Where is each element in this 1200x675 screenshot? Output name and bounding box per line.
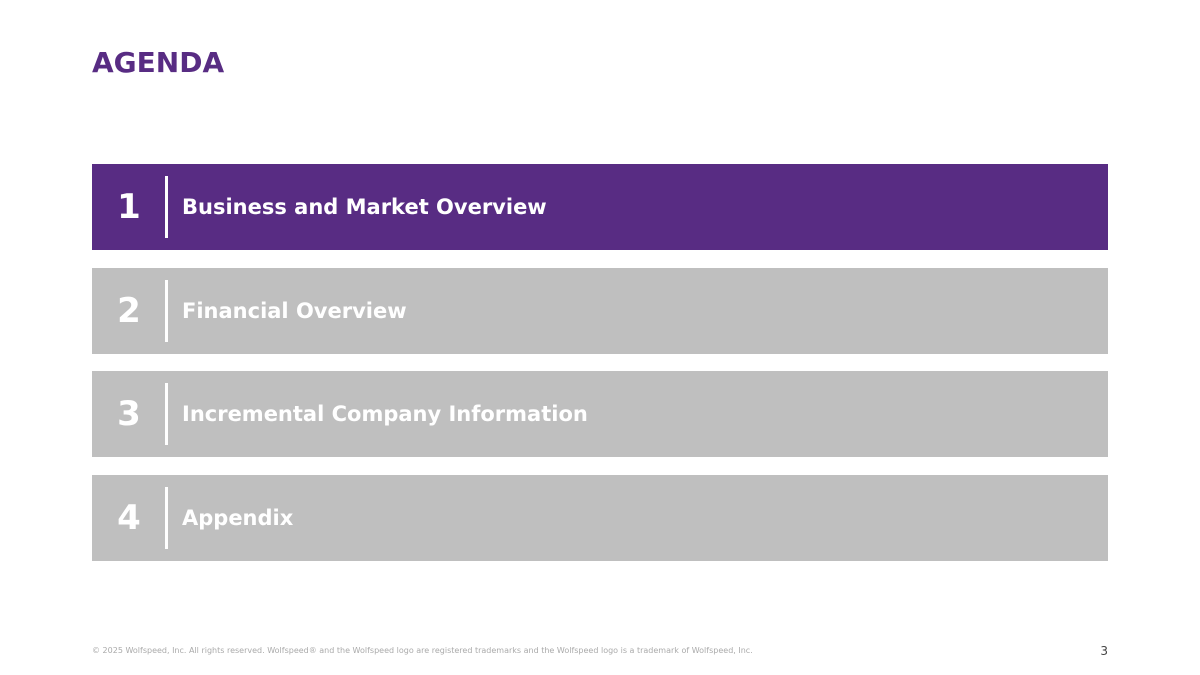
agenda-item: 3 Incremental Company Information — [92, 371, 1108, 457]
item-number: 2 — [117, 290, 141, 331]
agenda-item: 2 Financial Overview — [92, 267, 1108, 354]
copyright: © 2025 Wolfspeed, Inc. All rights reserv… — [92, 646, 753, 655]
divider — [165, 383, 168, 445]
item-number: 3 — [117, 394, 141, 434]
agenda-item: 4 Appendix — [92, 474, 1108, 561]
item-number: 1 — [117, 187, 141, 227]
divider — [165, 176, 168, 238]
agenda-item: 1 Business and Market Overview — [92, 164, 1108, 250]
item-label: Incremental Company Information — [182, 402, 588, 426]
divider — [165, 279, 168, 342]
item-number: 4 — [117, 497, 141, 538]
divider — [165, 486, 168, 549]
item-label: Financial Overview — [182, 298, 407, 323]
page-number: 3 — [1100, 644, 1108, 658]
item-label: Business and Market Overview — [182, 195, 547, 219]
item-label: Appendix — [182, 505, 294, 530]
title: AGENDA — [92, 46, 225, 79]
